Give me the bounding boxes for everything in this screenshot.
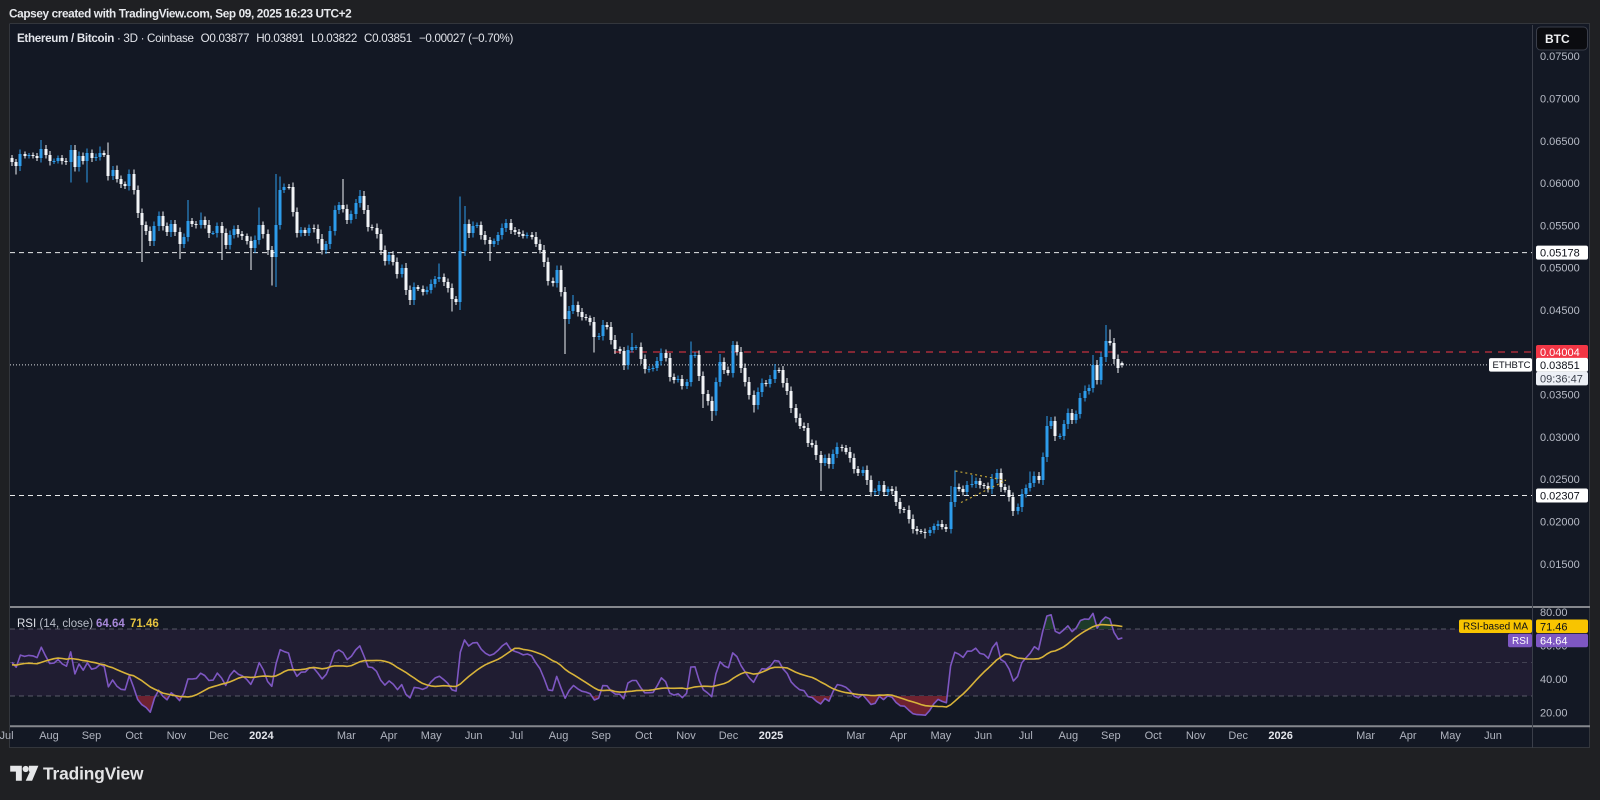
svg-text:Oct: Oct: [1145, 730, 1162, 742]
svg-text:Aug: Aug: [549, 730, 569, 742]
svg-text:64.64: 64.64: [96, 618, 125, 630]
svg-text:0.03000: 0.03000: [1540, 432, 1580, 444]
svg-text:Apr: Apr: [890, 730, 907, 742]
svg-text:Aug: Aug: [39, 730, 59, 742]
svg-text:Nov: Nov: [1186, 730, 1206, 742]
svg-text:71.46: 71.46: [1540, 621, 1568, 633]
svg-text:0.02500: 0.02500: [1540, 474, 1580, 486]
svg-text:ETHBTC: ETHBTC: [1493, 360, 1531, 371]
svg-text:Sep: Sep: [1101, 730, 1121, 742]
svg-text:2026: 2026: [1268, 730, 1292, 742]
svg-text:Jun: Jun: [974, 730, 992, 742]
svg-text:40.00: 40.00: [1540, 674, 1568, 686]
svg-text:Mar: Mar: [1356, 730, 1375, 742]
svg-text:RSI-based MA: RSI-based MA: [1463, 622, 1528, 633]
svg-text:0.04500: 0.04500: [1540, 305, 1580, 317]
svg-text:Jun: Jun: [465, 730, 483, 742]
svg-text:Sep: Sep: [591, 730, 611, 742]
svg-text:0.03500: 0.03500: [1540, 390, 1580, 402]
svg-text:2025: 2025: [759, 730, 783, 742]
svg-text:0.05500: 0.05500: [1540, 220, 1580, 232]
svg-text:0.03851: 0.03851: [1540, 360, 1580, 372]
svg-text:0.01500: 0.01500: [1540, 559, 1580, 571]
svg-text:Sep: Sep: [82, 730, 102, 742]
svg-text:Nov: Nov: [167, 730, 187, 742]
svg-text:0.05000: 0.05000: [1540, 263, 1580, 275]
svg-text:64.64: 64.64: [1540, 636, 1568, 648]
svg-text:RSI: RSI: [1512, 636, 1529, 647]
svg-text:2024: 2024: [249, 730, 274, 742]
svg-text:Oct: Oct: [125, 730, 142, 742]
svg-text:BTC: BTC: [1545, 32, 1570, 46]
svg-text:Ethereum / Bitcoin · 3D · Coin: Ethereum / Bitcoin · 3D · Coinbase O0.038…: [17, 32, 514, 45]
svg-text:RSI (14, close): RSI (14, close): [17, 618, 93, 630]
svg-text:80.00: 80.00: [1540, 607, 1568, 619]
svg-text:0.04004: 0.04004: [1540, 347, 1580, 359]
svg-text:Jun: Jun: [1484, 730, 1502, 742]
svg-text:Jul: Jul: [0, 730, 14, 742]
svg-text:Jul: Jul: [1019, 730, 1033, 742]
svg-text:Apr: Apr: [1399, 730, 1416, 742]
svg-text:May: May: [421, 730, 442, 742]
svg-text:Aug: Aug: [1059, 730, 1079, 742]
svg-text:Dec: Dec: [209, 730, 229, 742]
svg-text:TradingView: TradingView: [43, 764, 144, 784]
svg-text:May: May: [1440, 730, 1461, 742]
svg-text:Nov: Nov: [676, 730, 696, 742]
svg-text:0.06500: 0.06500: [1540, 136, 1580, 148]
svg-text:Oct: Oct: [635, 730, 652, 742]
svg-text:Dec: Dec: [719, 730, 739, 742]
svg-text:0.02000: 0.02000: [1540, 517, 1580, 529]
svg-text:Dec: Dec: [1228, 730, 1248, 742]
svg-text:0.02307: 0.02307: [1540, 491, 1580, 503]
svg-text:Apr: Apr: [380, 730, 397, 742]
svg-text:0.07000: 0.07000: [1540, 94, 1580, 106]
svg-text:0.06000: 0.06000: [1540, 178, 1580, 190]
svg-text:20.00: 20.00: [1540, 708, 1568, 720]
svg-text:09:36:47: 09:36:47: [1540, 374, 1583, 386]
svg-text:Capsey created with TradingVie: Capsey created with TradingView.com, Sep…: [9, 7, 352, 21]
svg-text:Jul: Jul: [509, 730, 523, 742]
svg-text:May: May: [931, 730, 952, 742]
svg-text:Mar: Mar: [846, 730, 865, 742]
svg-text:Mar: Mar: [337, 730, 356, 742]
svg-text:71.46: 71.46: [130, 618, 159, 630]
svg-text:0.05178: 0.05178: [1540, 248, 1580, 260]
svg-text:0.07500: 0.07500: [1540, 51, 1580, 63]
